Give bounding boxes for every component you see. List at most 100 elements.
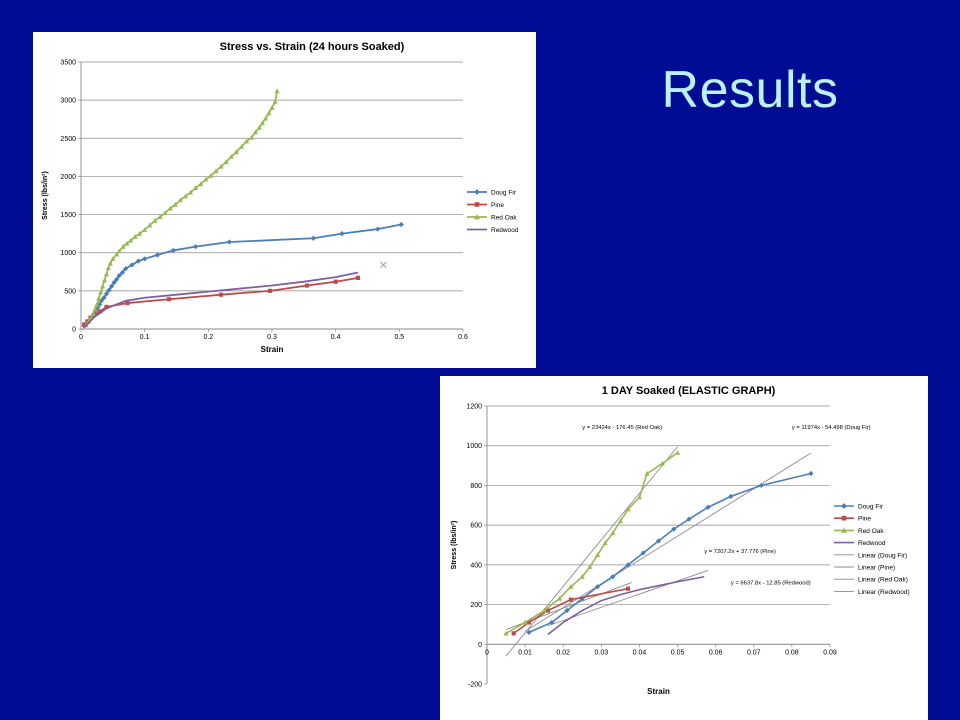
data-point-doug-fir <box>705 504 711 510</box>
legend-label: Doug Fir <box>491 190 517 197</box>
data-point-red-oak <box>142 227 148 232</box>
x-axis-label: Strain <box>647 687 670 696</box>
data-point-red-oak <box>610 530 616 536</box>
data-point-red-oak <box>272 99 278 104</box>
data-point-red-oak <box>568 584 574 589</box>
data-point-red-oak <box>107 260 113 266</box>
data-point-red-oak <box>617 518 623 524</box>
x-tick-label: 0.02 <box>556 649 570 656</box>
data-point-red-oak <box>116 248 122 254</box>
data-point-red-oak <box>100 283 106 289</box>
data-point-pine <box>268 288 273 293</box>
trendline-linear-redwood <box>547 569 709 627</box>
x-tick-label: 0.06 <box>709 649 723 656</box>
equation-label: y = 7207.2x + 37.776 (Pine) <box>704 549 776 555</box>
legend-item-pine: Pine <box>467 202 504 209</box>
x-tick-label: 0.04 <box>633 649 647 656</box>
data-point-pine <box>568 597 573 602</box>
data-point-red-oak <box>208 173 214 178</box>
legend-item-doug-fir: Doug Fir <box>467 189 517 197</box>
data-point-doug-fir <box>398 221 404 228</box>
data-point-doug-fir <box>101 295 107 301</box>
data-point-doug-fir <box>226 239 232 245</box>
series-line-redwood <box>83 271 359 329</box>
x-tick-label: 0.6 <box>458 334 468 341</box>
x-tick-label: 0.08 <box>785 649 799 656</box>
stray-data-marker <box>380 261 387 269</box>
y-tick-label: 0 <box>478 642 482 649</box>
x-tick-label: 0.3 <box>267 334 277 341</box>
data-point-doug-fir <box>594 584 601 590</box>
y-tick-label: 3500 <box>60 60 76 67</box>
elastic-graph-chart: 1 DAY Soaked (ELASTIC GRAPH) -200 0 200 400 6… <box>440 376 928 720</box>
y-tick-label: 1200 <box>466 404 482 411</box>
legend-swatch-marker <box>841 527 847 533</box>
data-point-red-oak <box>252 129 259 135</box>
data-point-red-oak <box>587 564 593 569</box>
data-point-red-oak <box>167 205 173 211</box>
data-point-red-oak <box>238 144 245 149</box>
data-point-doug-fir <box>310 235 316 241</box>
y-tick-label: 3000 <box>60 98 76 105</box>
data-point-red-oak <box>162 210 168 216</box>
data-point-red-oak <box>674 450 681 455</box>
data-point-red-oak <box>198 181 204 187</box>
chart2-svg: 1 DAY Soaked (ELASTIC GRAPH) -200 0 200 400 6… <box>451 385 910 696</box>
y-tick-label: -200 <box>468 682 482 689</box>
data-point-red-oak <box>203 176 209 182</box>
data-point-red-oak <box>602 540 608 546</box>
data-point-pine <box>98 309 103 314</box>
data-point-doug-fir <box>339 231 345 237</box>
x-tick-label: 0 <box>79 334 83 341</box>
data-point-red-oak <box>274 88 280 94</box>
data-point-red-oak <box>120 244 126 249</box>
x-tick-label: 0.01 <box>518 649 532 656</box>
equation-label: y = 23424x - 176.45 (Red Oak) <box>582 425 662 431</box>
data-point-pine <box>104 304 109 309</box>
legend-item-redwood: Redwood <box>834 540 886 547</box>
data-point-doug-fir <box>193 244 199 250</box>
data-point-pine <box>304 283 310 288</box>
data-point-pine <box>355 275 361 280</box>
data-point-pine <box>625 586 631 591</box>
data-point-red-oak <box>90 311 96 316</box>
legend-swatch-marker <box>474 202 480 207</box>
data-point-doug-fir <box>154 252 160 258</box>
data-point-red-oak <box>269 105 275 110</box>
x-tick-label: 0.09 <box>823 649 837 656</box>
data-point-red-oak <box>193 185 199 190</box>
series-line-red-oak <box>505 452 679 635</box>
data-point-doug-fir <box>671 526 677 532</box>
data-point-red-oak <box>233 149 239 155</box>
data-point-doug-fir <box>808 470 814 477</box>
data-point-red-oak <box>96 295 102 301</box>
data-point-red-oak <box>243 138 250 144</box>
data-point-pine <box>82 322 87 327</box>
data-point-doug-fir <box>142 256 148 262</box>
y-axis-label: Stress (lbs/in²) <box>42 171 49 220</box>
data-point-red-oak <box>124 240 130 246</box>
legend-item-red-oak: Red Oak <box>834 527 884 535</box>
data-point-doug-fir <box>728 493 734 499</box>
legend-item-redwood: Redwood <box>467 227 519 234</box>
x-tick-label: 0.2 <box>203 334 213 341</box>
y-tick-label: 1000 <box>466 443 482 450</box>
y-tick-label: 800 <box>470 483 482 490</box>
legend-swatch-marker <box>474 189 480 195</box>
legend-swatch-marker <box>841 515 847 521</box>
legend-label: Linear (Pine) <box>858 565 895 572</box>
y-tick-label: 2000 <box>60 174 76 181</box>
legend-item-linear-redwood: Linear (Redwood) <box>834 589 910 596</box>
series-line-redwood <box>547 575 705 635</box>
data-point-doug-fir <box>103 291 110 297</box>
y-tick-label: 1000 <box>60 250 76 257</box>
data-point-red-oak <box>644 470 650 476</box>
legend-label: Red Oak <box>858 528 884 535</box>
x-tick-label: 0.03 <box>595 649 609 656</box>
data-point-red-oak <box>522 619 528 625</box>
legend-item-linear-pine: Linear (Pine) <box>834 565 895 572</box>
data-point-red-oak <box>152 218 158 223</box>
data-point-red-oak <box>228 153 234 159</box>
y-tick-label: 2500 <box>60 136 76 143</box>
legend-label: Doug Fir <box>858 504 884 511</box>
